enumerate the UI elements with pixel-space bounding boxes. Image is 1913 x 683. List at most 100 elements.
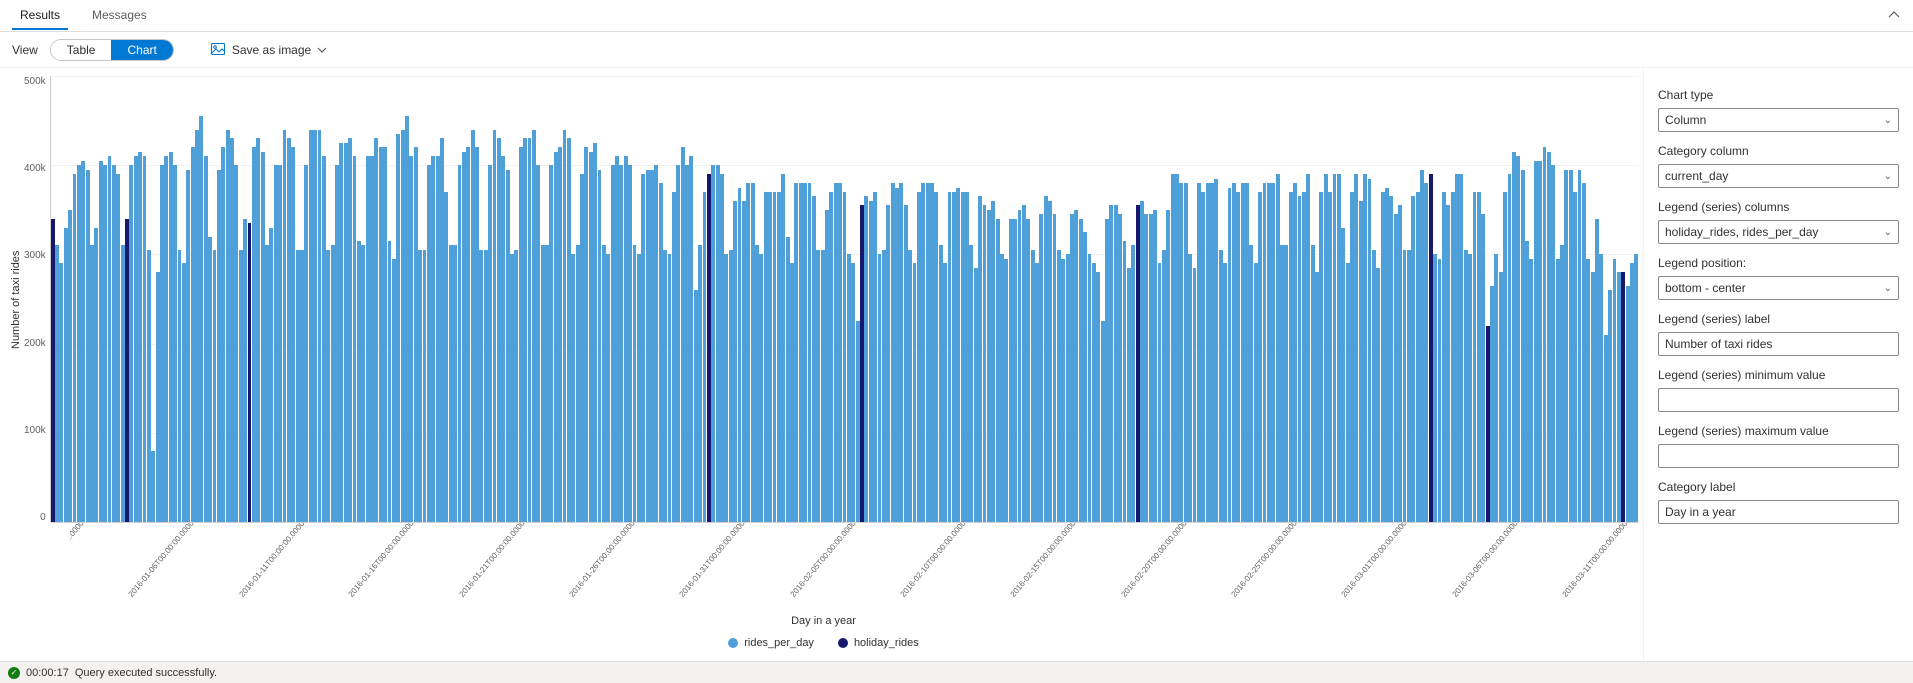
bar-rides-per-day[interactable] [851, 263, 855, 522]
bar-rides-per-day[interactable] [1263, 183, 1267, 522]
bar-rides-per-day[interactable] [987, 210, 991, 522]
bar-rides-per-day[interactable] [777, 192, 781, 522]
bar-rides-per-day[interactable] [633, 245, 637, 522]
input-series-min[interactable] [1658, 388, 1899, 412]
bar-rides-per-day[interactable] [1197, 183, 1201, 522]
bar-rides-per-day[interactable] [335, 165, 339, 522]
bar-rides-per-day[interactable] [1306, 174, 1310, 522]
bar-rides-per-day[interactable] [304, 165, 308, 522]
bar-rides-per-day[interactable] [689, 156, 693, 522]
bar-rides-per-day[interactable] [1070, 214, 1074, 522]
bar-rides-per-day[interactable] [1171, 174, 1175, 522]
bar-rides-per-day[interactable] [182, 263, 186, 522]
bar-rides-per-day[interactable] [116, 174, 120, 522]
bar-rides-per-day[interactable] [1066, 254, 1070, 522]
bar-rides-per-day[interactable] [112, 165, 116, 522]
bar-rides-per-day[interactable] [1298, 196, 1302, 522]
bar-holiday-rides[interactable] [1486, 326, 1490, 522]
bar-rides-per-day[interactable] [536, 165, 540, 522]
bar-holiday-rides[interactable] [248, 223, 252, 522]
bar-rides-per-day[interactable] [1232, 183, 1236, 522]
bar-rides-per-day[interactable] [843, 192, 847, 522]
bar-rides-per-day[interactable] [738, 188, 742, 523]
bar-rides-per-day[interactable] [1088, 254, 1092, 522]
input-series-label[interactable]: Number of taxi rides [1658, 332, 1899, 356]
bar-rides-per-day[interactable] [1140, 201, 1144, 522]
bar-rides-per-day[interactable] [156, 272, 160, 522]
bar-rides-per-day[interactable] [716, 165, 720, 522]
bar-holiday-rides[interactable] [1621, 272, 1625, 522]
bar-rides-per-day[interactable] [1101, 321, 1105, 522]
bar-rides-per-day[interactable] [641, 174, 645, 522]
bar-rides-per-day[interactable] [230, 138, 234, 522]
bar-rides-per-day[interactable] [768, 192, 772, 522]
select-series-columns[interactable]: holiday_rides, rides_per_day⌄ [1658, 220, 1899, 244]
bar-rides-per-day[interactable] [348, 138, 352, 522]
bar-rides-per-day[interactable] [1188, 254, 1192, 522]
bar-rides-per-day[interactable] [1359, 201, 1363, 522]
bar-rides-per-day[interactable] [1464, 250, 1468, 522]
bar-rides-per-day[interactable] [1534, 161, 1538, 522]
bar-rides-per-day[interactable] [1044, 196, 1048, 522]
bar-rides-per-day[interactable] [1350, 192, 1354, 522]
bar-rides-per-day[interactable] [549, 165, 553, 522]
bar-rides-per-day[interactable] [869, 201, 873, 522]
bar-rides-per-day[interactable] [1368, 179, 1372, 522]
bar-rides-per-day[interactable] [781, 174, 785, 522]
bar-rides-per-day[interactable] [1376, 268, 1380, 522]
bar-rides-per-day[interactable] [484, 250, 488, 522]
bar-rides-per-day[interactable] [108, 156, 112, 522]
bar-rides-per-day[interactable] [956, 188, 960, 523]
bar-rides-per-day[interactable] [1473, 192, 1477, 522]
bar-rides-per-day[interactable] [1442, 192, 1446, 522]
bar-rides-per-day[interactable] [983, 205, 987, 522]
bar-rides-per-day[interactable] [1193, 268, 1197, 522]
bar-rides-per-day[interactable] [431, 156, 435, 522]
bar-rides-per-day[interactable] [519, 147, 523, 522]
bar-rides-per-day[interactable] [1254, 263, 1258, 522]
bar-rides-per-day[interactable] [256, 138, 260, 522]
bar-rides-per-day[interactable] [213, 250, 217, 522]
bar-rides-per-day[interactable] [1547, 152, 1551, 522]
bar-rides-per-day[interactable] [1228, 188, 1232, 523]
bar-rides-per-day[interactable] [1241, 183, 1245, 522]
bar-rides-per-day[interactable] [501, 156, 505, 522]
bar-rides-per-day[interactable] [1494, 254, 1498, 522]
bar-rides-per-day[interactable] [891, 183, 895, 522]
bar-rides-per-day[interactable] [668, 254, 672, 522]
bar-rides-per-day[interactable] [1315, 272, 1319, 522]
bar-rides-per-day[interactable] [392, 259, 396, 522]
bar-rides-per-day[interactable] [453, 245, 457, 522]
bar-rides-per-day[interactable] [234, 165, 238, 522]
bar-rides-per-day[interactable] [1114, 205, 1118, 522]
bar-rides-per-day[interactable] [786, 237, 790, 522]
bar-rides-per-day[interactable] [1416, 192, 1420, 522]
bar-rides-per-day[interactable] [1354, 174, 1358, 522]
bar-rides-per-day[interactable] [1009, 219, 1013, 522]
bar-rides-per-day[interactable] [361, 245, 365, 522]
bar-rides-per-day[interactable] [978, 196, 982, 522]
bar-rides-per-day[interactable] [724, 254, 728, 522]
bar-rides-per-day[interactable] [624, 156, 628, 522]
bar-rides-per-day[interactable] [711, 165, 715, 522]
bar-rides-per-day[interactable] [326, 250, 330, 522]
bar-rides-per-day[interactable] [1236, 192, 1240, 522]
select-chart-type[interactable]: Column⌄ [1658, 108, 1899, 132]
bar-rides-per-day[interactable] [1149, 214, 1153, 522]
tab-results[interactable]: Results [12, 2, 68, 30]
bar-rides-per-day[interactable] [580, 174, 584, 522]
bar-rides-per-day[interactable] [370, 156, 374, 522]
bar-rides-per-day[interactable] [243, 219, 247, 522]
bar-rides-per-day[interactable] [1617, 272, 1621, 522]
bar-rides-per-day[interactable] [1123, 241, 1127, 522]
bar-rides-per-day[interactable] [1276, 174, 1280, 522]
bar-rides-per-day[interactable] [191, 147, 195, 522]
bar-rides-per-day[interactable] [878, 254, 882, 522]
bar-rides-per-day[interactable] [882, 250, 886, 522]
bar-rides-per-day[interactable] [1634, 254, 1638, 522]
bar-rides-per-day[interactable] [799, 183, 803, 522]
bar-rides-per-day[interactable] [563, 130, 567, 522]
bar-rides-per-day[interactable] [1451, 192, 1455, 522]
bar-rides-per-day[interactable] [466, 147, 470, 522]
bar-rides-per-day[interactable] [344, 143, 348, 522]
